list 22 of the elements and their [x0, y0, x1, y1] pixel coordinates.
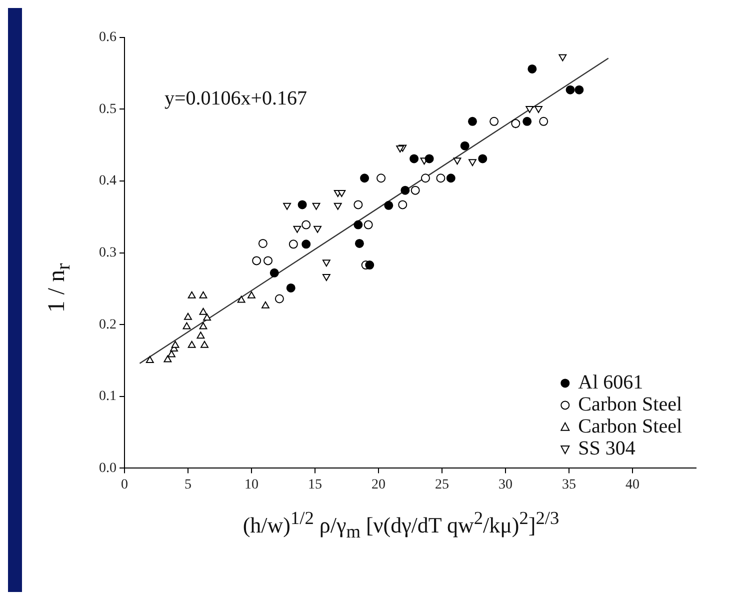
legend-label: Carbon Steel — [578, 393, 682, 416]
x-tick-label: 25 — [435, 477, 449, 492]
y-tick-label: 0.3 — [99, 245, 116, 260]
x-tick-label: 30 — [498, 477, 512, 492]
x-tick-label: 10 — [244, 477, 258, 492]
legend-label: SS 304 — [578, 437, 636, 460]
y-tick-label: 0.0 — [99, 460, 116, 476]
annotation: y=0.0106x+0.167 — [164, 88, 308, 110]
y-tick-label: 0.2 — [99, 317, 116, 332]
x-tick-label: 0 — [121, 477, 128, 492]
text: (h/w)$^{1/2}$ ρ/γ$_{m}$ [ν(dγ/dT qw$^{2}$/kμ)$^{2}$]$^{2/3}$ — [242, 508, 560, 542]
x-tick-label: 40 — [626, 477, 640, 492]
legend-label: Carbon Steel — [578, 415, 682, 438]
y-tick-label: 0.5 — [99, 102, 116, 117]
x-tick-label: 20 — [372, 477, 386, 492]
y-tick-label: 0.6 — [99, 30, 116, 46]
x-tick-label: 35 — [562, 477, 576, 492]
y-tick-label: 0.1 — [99, 389, 116, 404]
legend-label: Al 6061 — [578, 371, 644, 394]
y-tick-label: 0.4 — [99, 174, 116, 189]
x-tick-label: 15 — [308, 477, 322, 492]
x-tick-label: 5 — [184, 477, 192, 492]
